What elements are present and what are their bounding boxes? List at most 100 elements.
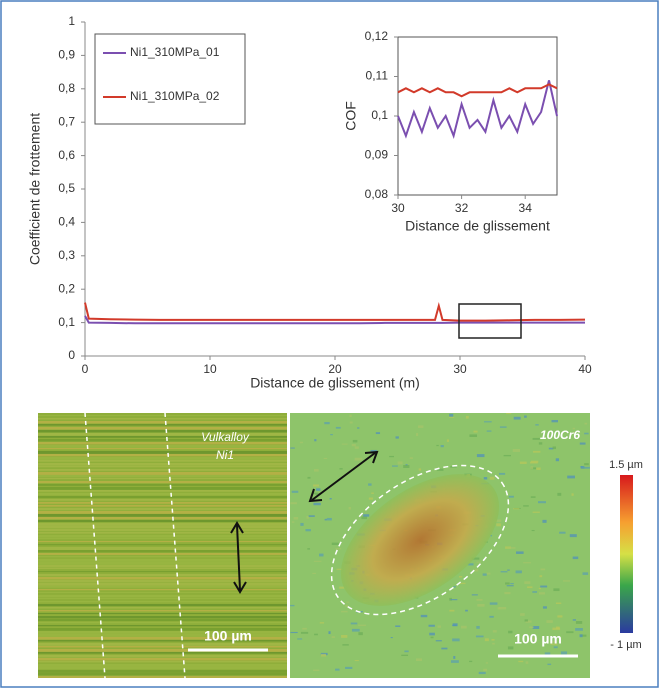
stripe [38,637,287,640]
speck [555,626,560,630]
speck [538,592,546,595]
y-tick-label: 0,1 [58,315,75,329]
stripe [38,613,287,615]
speck [313,502,321,506]
speck [486,572,491,575]
speck [308,515,315,517]
speck [471,594,478,596]
y-axis-title: COF [343,101,359,131]
stripe [38,571,287,573]
speck [307,548,311,550]
speck [473,430,478,433]
y-tick-label: 0,6 [58,148,75,162]
speck [491,639,495,641]
stripe [38,466,287,468]
stripe [38,547,287,550]
stripe [38,640,287,642]
speck [335,668,340,671]
speck [354,446,359,449]
speck [458,582,466,585]
speck [446,439,449,442]
speck [560,651,568,655]
speck [471,557,480,560]
speck [542,519,547,523]
speck [450,466,457,468]
speck [507,646,514,650]
speck [546,620,553,623]
speck [539,575,543,578]
speck [557,492,562,496]
stripe [38,463,287,466]
stripe [38,601,287,603]
stripe [38,559,287,562]
stripe [38,445,287,448]
speck [524,415,527,418]
stripe [38,628,287,631]
speck [302,627,307,630]
stripe [38,481,287,484]
speck [430,636,434,639]
speck [524,581,531,584]
speck [307,476,311,479]
speck [566,631,574,634]
wear-scar [340,474,500,606]
speck [330,434,333,436]
speck [518,660,524,663]
speck [420,614,428,618]
speck [575,621,583,624]
speck [506,413,512,415]
stripe [38,541,287,543]
speck [504,592,511,595]
speck [527,586,533,589]
stripe [38,658,287,661]
speck [313,484,319,487]
stripe [38,490,287,492]
speck [532,591,538,593]
speck [452,638,460,642]
speck [503,454,511,457]
colorbar-label: - 1 µm [610,639,641,651]
speck [315,493,321,496]
speck [536,467,541,470]
speck [313,560,322,562]
speck [440,445,444,448]
speck [335,426,341,429]
speck [489,602,498,605]
speck [392,465,398,467]
stripe [38,442,287,445]
speck [584,466,590,469]
speck [313,669,320,672]
inset-chart: 0,08 0,09 0,1 0,11 0,12 30 32 34 Distance de gli… [343,29,558,234]
speck [350,622,358,625]
speck [437,468,444,471]
speck [572,619,576,621]
speck [358,624,366,626]
stripe [38,520,287,523]
speck [530,496,536,498]
stripe [38,550,287,553]
stripe [38,631,287,634]
stripe [38,439,287,442]
speck [306,515,309,519]
speck [465,415,469,419]
speck [395,436,399,439]
speck [459,576,463,578]
speck [436,444,439,447]
speck [512,448,520,452]
speck [489,615,494,618]
speck [525,661,529,664]
speck [571,493,574,496]
speck [416,433,419,437]
stripe [38,508,287,511]
speck [418,425,424,428]
stripe [38,424,287,426]
stripe [38,649,287,652]
speck [467,563,474,566]
speck [449,413,454,417]
stripe [38,580,287,583]
speck [409,457,413,459]
stripe [38,484,287,486]
speck [477,603,485,607]
stripe [38,625,287,627]
stripe [38,634,287,637]
